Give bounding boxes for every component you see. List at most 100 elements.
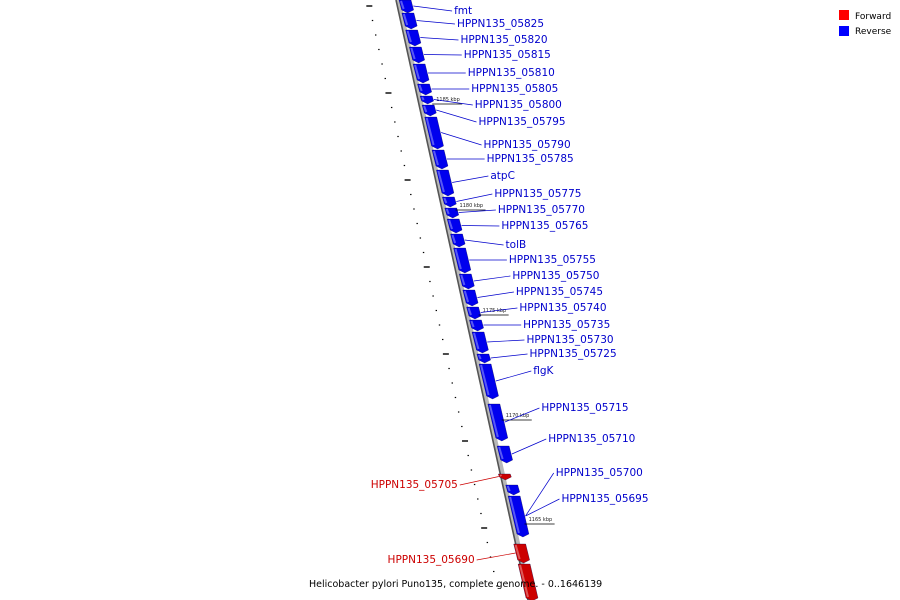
gene-label[interactable]: HPPN135_05715 [541,402,628,414]
gene-label[interactable]: HPPN135_05705 [371,479,458,491]
gene-highlight [402,13,409,26]
genome-backbone-shadow [395,0,533,600]
gene-arrow[interactable] [466,306,482,320]
gene-label[interactable]: HPPN135_05800 [475,99,562,111]
gene-arrow[interactable] [459,273,475,290]
gene-leader-line [436,109,477,123]
scale-tick-label: 1185 kbp [436,97,460,103]
gene-arrow[interactable] [417,83,432,96]
gene-leader-line [416,20,455,25]
gene-label[interactable]: HPPN135_05805 [471,83,558,95]
gene-label[interactable]: HPPN135_05775 [494,188,581,200]
gene-label[interactable]: HPPN135_05725 [530,348,617,360]
gene-arrow[interactable] [471,331,489,354]
gene-arrow[interactable] [401,12,418,30]
gene-highlight [498,446,504,460]
gene-label[interactable]: HPPN135_05785 [487,153,574,165]
gene-label[interactable]: HPPN135_05810 [468,67,555,79]
gene-arrow[interactable] [507,495,530,538]
gene-highlight [414,64,421,80]
gene-label[interactable]: atpC [490,170,515,182]
gene-highlight [477,354,482,360]
gene-highlight [421,96,425,101]
gene-highlight [460,274,466,286]
gene-highlight [473,332,480,350]
gene-label[interactable]: fmt [454,5,472,17]
gene-label[interactable]: HPPN135_05690 [388,554,475,566]
gene-leader-line [511,438,547,455]
gene-arrow[interactable] [444,207,459,219]
gene-arrow[interactable] [505,484,520,496]
gene-highlight [519,564,529,598]
gene-label[interactable]: HPPN135_05735 [523,319,610,331]
gene-arrow[interactable] [405,29,422,47]
gene-label[interactable]: HPPN135_05795 [479,116,566,128]
gene-arrow[interactable] [476,353,491,364]
gene-arrow[interactable] [513,543,530,564]
gene-leader-line [441,132,482,146]
gene-leader-line [420,37,459,41]
gene-arrow[interactable] [446,218,463,234]
gene-highlight [454,248,462,270]
gene-label[interactable]: HPPN135_05790 [484,139,571,151]
gene-label[interactable]: HPPN135_05730 [526,334,613,346]
gene-highlight [506,485,511,492]
gene-label[interactable]: HPPN135_05815 [464,49,551,61]
legend-item-forward: Forward [839,10,891,22]
gene-leader-line [423,54,462,56]
gene-arrow[interactable] [496,445,513,464]
gene-label[interactable]: HPPN135_05700 [556,467,643,479]
legend-label-reverse: Reverse [855,27,892,37]
gene-highlight [463,290,470,303]
gene-arrow[interactable] [436,169,455,197]
gene-label[interactable]: HPPN135_05820 [460,34,547,46]
gene-label[interactable]: tolB [506,239,527,251]
gene-arrow[interactable] [412,63,430,84]
gene-highlight [425,117,435,146]
gene-leader-line [464,239,504,246]
gene-arrow[interactable] [409,46,425,64]
gene-label[interactable]: HPPN135_05695 [561,493,648,505]
gene-arrow[interactable] [431,149,449,170]
gene-arrow[interactable] [419,95,434,105]
gene-label[interactable]: HPPN135_05745 [516,286,603,298]
gene-label[interactable]: HPPN135_05825 [457,18,544,30]
gene-arrow[interactable] [498,473,512,481]
gene-label[interactable]: HPPN135_05755 [509,254,596,266]
gene-arrow[interactable] [469,319,484,332]
legend: Forward Reverse [839,10,892,37]
gene-leader-line [458,209,496,213]
gene-label[interactable]: HPPN135_05770 [498,204,585,216]
scale-tick-label: 1180 kbp [460,203,484,209]
gene-leader-line [456,193,493,202]
gene-highlight [418,84,423,92]
gene-label[interactable]: HPPN135_05765 [501,220,588,232]
legend-item-reverse: Reverse [839,26,892,37]
gene-leader-line [525,472,555,517]
gene-leader-line [495,370,532,382]
gene-features [398,0,539,600]
gene-label[interactable]: HPPN135_05740 [519,302,606,314]
gene-arrow[interactable] [453,247,472,274]
gene-label[interactable]: flgK [533,365,554,377]
gene-arrow[interactable] [421,104,437,117]
gene-leader-line [413,5,453,12]
gene-arrow[interactable] [487,403,508,442]
gene-arrow[interactable] [398,0,414,14]
gene-leader-line [476,552,516,561]
genome-caption: Helicobacter pylori Puno135, complete ge… [309,579,602,590]
gene-arrow[interactable] [424,116,444,150]
gene-label[interactable]: HPPN135_05710 [548,433,635,445]
gene-leader-line [490,353,528,359]
gene-highlight [480,364,490,396]
gene-label[interactable]: HPPN135_05750 [512,270,599,282]
gene-arrow[interactable] [450,233,466,248]
gene-arrow[interactable] [442,196,457,208]
gene-highlight [437,170,445,193]
gene-leader-line [525,498,560,517]
gene-arrow[interactable] [462,289,479,307]
gene-arrow[interactable] [478,363,499,400]
gene-highlight [448,219,453,230]
scale-tick-label: 1165 kbp [529,517,553,523]
